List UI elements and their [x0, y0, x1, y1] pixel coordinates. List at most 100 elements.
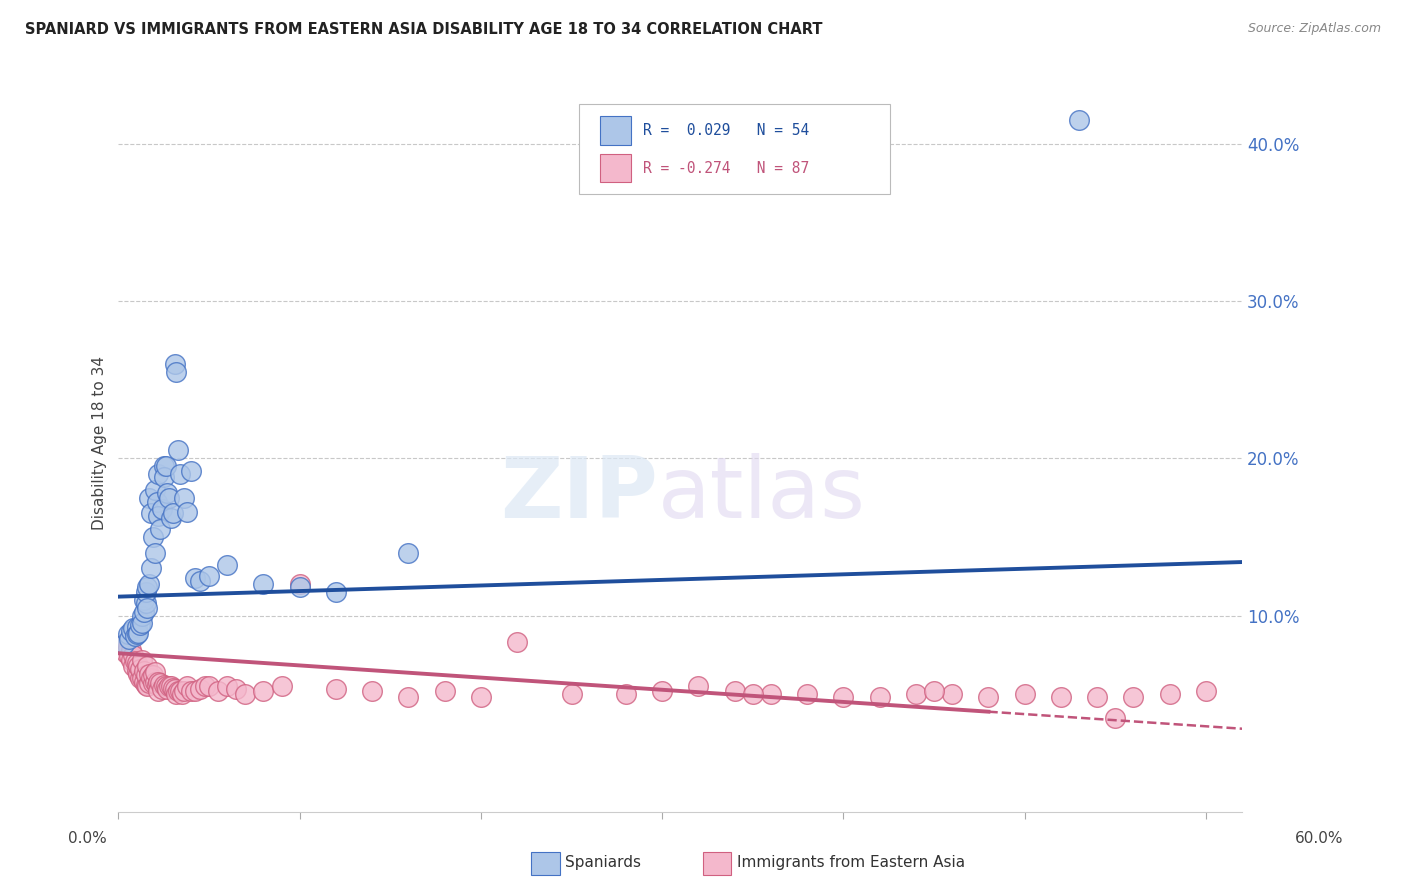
Point	[114, 646, 136, 660]
Point	[325, 682, 347, 697]
Point	[183, 684, 205, 698]
Point	[188, 682, 211, 697]
Point	[252, 684, 274, 698]
Point	[118, 632, 141, 646]
Point	[136, 580, 159, 594]
Point	[176, 505, 198, 519]
Point	[1069, 113, 1091, 128]
Point	[188, 574, 211, 588]
Point	[162, 506, 184, 520]
Point	[145, 495, 167, 509]
Point	[122, 658, 145, 673]
Point	[145, 678, 167, 692]
Point	[127, 625, 149, 640]
Point	[149, 522, 172, 536]
Text: Spaniards: Spaniards	[565, 855, 641, 870]
Text: 0.0%: 0.0%	[67, 831, 107, 846]
Point	[759, 687, 782, 701]
Point	[127, 666, 149, 681]
Point	[132, 674, 155, 689]
Point	[131, 608, 153, 623]
Point	[724, 684, 747, 698]
Point	[142, 530, 165, 544]
Point	[117, 627, 139, 641]
Point	[135, 596, 157, 610]
Point	[832, 690, 855, 705]
Point	[118, 649, 141, 664]
Point	[139, 561, 162, 575]
Point	[139, 506, 162, 520]
Point	[160, 679, 183, 693]
Point	[288, 580, 311, 594]
Point	[176, 679, 198, 693]
Point	[131, 672, 153, 686]
Point	[167, 684, 190, 698]
Point	[170, 687, 193, 701]
Text: R =  0.029   N = 54: R = 0.029 N = 54	[643, 123, 808, 138]
Point	[135, 668, 157, 682]
Point	[163, 357, 186, 371]
Point	[325, 585, 347, 599]
Point	[173, 491, 195, 505]
Point	[125, 627, 148, 641]
Point	[167, 443, 190, 458]
Point	[651, 684, 673, 698]
Point	[180, 684, 202, 698]
Text: atlas: atlas	[658, 453, 866, 536]
Point	[148, 467, 170, 481]
Point	[433, 684, 456, 698]
Point	[138, 577, 160, 591]
Point	[149, 676, 172, 690]
Point	[120, 643, 142, 657]
Point	[142, 668, 165, 682]
Point	[132, 664, 155, 678]
Point	[169, 684, 191, 698]
Point	[142, 676, 165, 690]
Point	[1159, 687, 1181, 701]
Point	[977, 690, 1000, 705]
Point	[156, 682, 179, 697]
Point	[136, 600, 159, 615]
Point	[207, 684, 229, 698]
Point	[1085, 690, 1108, 705]
Point	[217, 679, 239, 693]
Point	[132, 592, 155, 607]
Point	[127, 658, 149, 673]
Point	[152, 678, 174, 692]
Point	[148, 674, 170, 689]
Point	[869, 690, 891, 705]
Point	[150, 501, 173, 516]
Text: R = -0.274   N = 87: R = -0.274 N = 87	[643, 161, 808, 176]
Point	[194, 679, 217, 693]
Point	[112, 637, 135, 651]
Point	[198, 569, 221, 583]
Point	[183, 571, 205, 585]
Text: 60.0%: 60.0%	[1295, 831, 1343, 846]
Point	[361, 684, 384, 698]
Text: Immigrants from Eastern Asia: Immigrants from Eastern Asia	[737, 855, 965, 870]
Point	[741, 687, 763, 701]
Point	[198, 679, 221, 693]
Point	[125, 664, 148, 678]
Point	[162, 681, 184, 695]
Point	[148, 684, 170, 698]
Point	[796, 687, 818, 701]
Point	[506, 635, 529, 649]
Point	[143, 665, 166, 679]
Point	[688, 679, 710, 693]
Point	[129, 672, 152, 686]
Point	[150, 682, 173, 697]
Point	[129, 618, 152, 632]
Point	[139, 672, 162, 686]
Point	[1195, 684, 1218, 698]
Point	[252, 577, 274, 591]
Point	[157, 679, 180, 693]
Point	[152, 459, 174, 474]
Point	[155, 459, 177, 474]
Point	[941, 687, 963, 701]
Point	[160, 511, 183, 525]
Point	[143, 483, 166, 497]
Point	[138, 491, 160, 505]
Point	[1122, 690, 1144, 705]
Point	[163, 682, 186, 697]
